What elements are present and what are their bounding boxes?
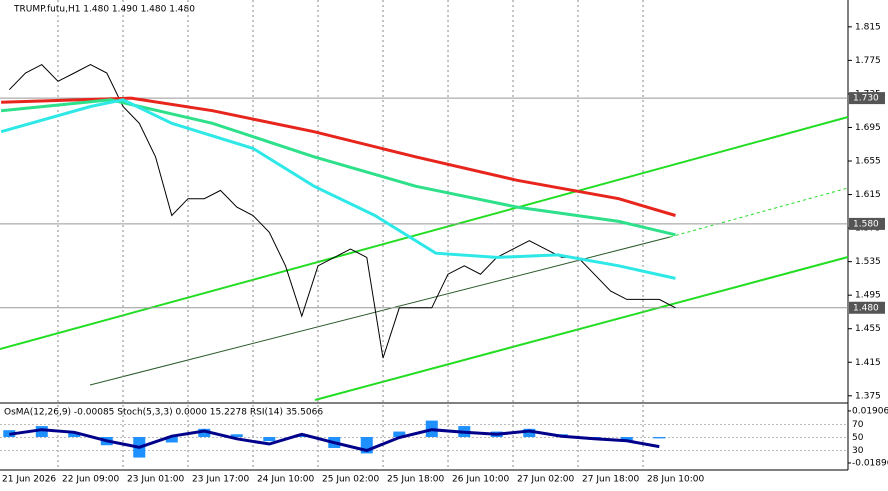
- histogram-bar: [230, 434, 243, 438]
- histogram-bar: [653, 437, 666, 439]
- y-tick-label: 1.615: [855, 190, 881, 200]
- histogram-bar: [620, 437, 633, 442]
- level-label: 1.480: [853, 303, 879, 313]
- histogram-bar: [165, 437, 178, 443]
- x-tick-label: 27 Jun 02:00: [517, 475, 574, 485]
- histogram-bar: [198, 428, 211, 438]
- series-line: [9, 428, 660, 453]
- y-tick-label: 1.815: [855, 22, 881, 32]
- trend-line: [0, 116, 849, 350]
- y-tick-label: 70: [852, 420, 864, 430]
- y2-tick-label: 0.01906: [852, 406, 888, 416]
- x-tick-label: 26 Jun 10:00: [452, 475, 509, 485]
- histogram-bar: [263, 437, 276, 442]
- level-label: 1.730: [853, 94, 879, 104]
- y-tick-label: 1.775: [855, 56, 881, 66]
- level-label-bg: [849, 217, 885, 230]
- series-line: [1, 96, 676, 217]
- x-tick-label: 21 Jun 2026: [2, 475, 56, 485]
- y-tick-label: 1.455: [855, 324, 881, 334]
- trend-line: [314, 256, 849, 401]
- series-line: [0, 98, 676, 280]
- x-tick-label: 23 Jun 01:00: [127, 475, 184, 485]
- y-tick-label: 1.375: [855, 391, 881, 401]
- x-tick-label: 24 Jun 10:00: [257, 475, 314, 485]
- histogram-bar: [393, 431, 406, 438]
- level-label-bg: [849, 92, 885, 105]
- trend-line: [89, 236, 671, 386]
- level-label-bg: [849, 301, 885, 314]
- histogram-bar: [68, 432, 81, 438]
- x-tick-label: 23 Jun 17:00: [192, 475, 249, 485]
- x-tick-label: 27 Jun 18:00: [582, 475, 639, 485]
- y-tick-label: 1.495: [855, 291, 881, 301]
- chart-title: TRUMP.futu,H1 1.480 1.490 1.480 1.480: [13, 5, 195, 15]
- trend-line: [669, 187, 849, 238]
- y-tick-label: 30: [852, 446, 864, 456]
- histogram-bar: [523, 428, 536, 438]
- level-label: 1.580: [853, 219, 879, 229]
- y-tick-label: 1.535: [855, 257, 881, 267]
- y-tick-label: 1.695: [855, 123, 881, 133]
- y2-tick-label: -0.01896: [852, 458, 888, 468]
- x-tick-label: 22 Jun 09:00: [62, 475, 119, 485]
- x-tick-label: 28 Jun 10:00: [647, 475, 704, 485]
- y-tick-label: 1.655: [855, 157, 881, 167]
- y-tick-label: 50: [852, 433, 864, 443]
- histogram-bar: [35, 426, 48, 438]
- x-tick-label: 25 Jun 02:00: [322, 475, 379, 485]
- indicator-title: OsMA(12,26,9) -0.00085 Stoch(5,3,3) 0.00…: [4, 408, 323, 418]
- x-tick-label: 25 Jun 18:00: [387, 475, 444, 485]
- y-tick-label: 1.415: [855, 358, 881, 368]
